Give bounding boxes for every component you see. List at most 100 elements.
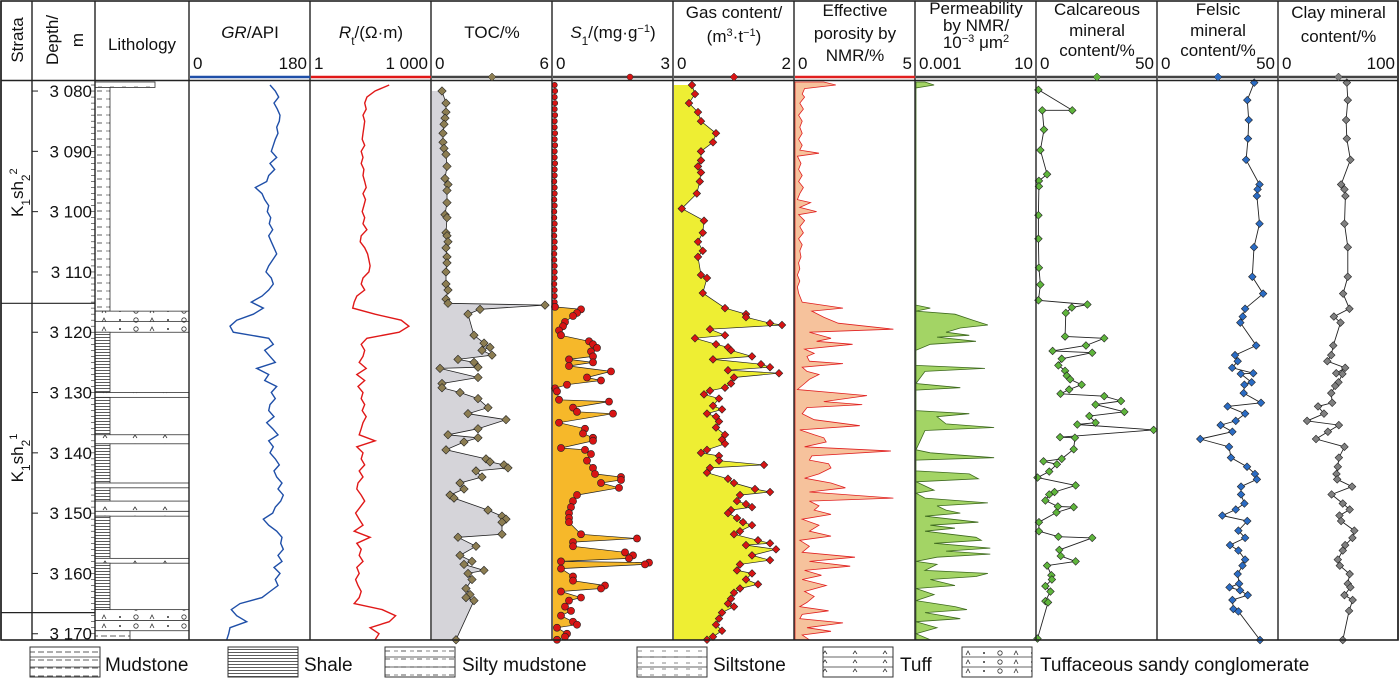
s1-point bbox=[551, 142, 559, 149]
toc-point bbox=[497, 529, 507, 539]
fel-legend-marker-icon bbox=[1213, 72, 1223, 82]
toc-point bbox=[442, 213, 452, 223]
gas-point bbox=[702, 273, 712, 283]
fel-scale-min: 0 bbox=[1161, 54, 1170, 73]
toc-point bbox=[471, 541, 481, 551]
gas-point bbox=[735, 527, 745, 536]
fel-point bbox=[1256, 398, 1266, 408]
fel-point bbox=[1216, 420, 1225, 430]
calc-point bbox=[1057, 454, 1066, 464]
chart-frame bbox=[0, 0, 1399, 641]
gas-point bbox=[698, 288, 708, 298]
gas-point bbox=[771, 545, 781, 554]
toc-point bbox=[501, 415, 511, 425]
gas-point bbox=[714, 456, 724, 465]
fel-point bbox=[1228, 427, 1237, 436]
gas-point bbox=[717, 405, 727, 414]
depth-label: 3 150 bbox=[49, 504, 92, 523]
s1-point bbox=[605, 397, 613, 406]
por-scale-min: 0 bbox=[798, 54, 807, 73]
por-scale-max: 5 bbox=[903, 54, 912, 73]
toc-fill bbox=[432, 91, 545, 640]
fel-point bbox=[1240, 533, 1250, 543]
gas-point bbox=[741, 499, 751, 509]
gas-point bbox=[692, 189, 702, 198]
clay-header-title: content/% bbox=[1301, 27, 1377, 46]
s1-point bbox=[573, 620, 581, 629]
legend-swatch bbox=[822, 646, 894, 678]
s1-point bbox=[615, 483, 623, 492]
toc-point bbox=[459, 559, 469, 570]
fel-point bbox=[1242, 462, 1252, 471]
s1-point bbox=[583, 373, 591, 382]
clay-point bbox=[1332, 475, 1342, 484]
fel-point bbox=[1225, 540, 1235, 550]
calc-header-title: content/% bbox=[1059, 41, 1135, 60]
gas-point bbox=[696, 156, 706, 165]
toc-point bbox=[471, 466, 481, 476]
gas-point bbox=[714, 614, 724, 623]
clay-point bbox=[1327, 398, 1337, 408]
toc-point bbox=[469, 330, 479, 340]
toc-point bbox=[479, 565, 489, 576]
s1-point bbox=[617, 476, 625, 484]
gas-legend-marker-icon bbox=[729, 72, 739, 82]
gas-point bbox=[765, 487, 775, 497]
toc-point bbox=[438, 128, 448, 138]
toc-point bbox=[441, 149, 451, 159]
gas-point bbox=[729, 602, 739, 611]
gr-scale-min: 0 bbox=[193, 54, 202, 73]
clay-point bbox=[1342, 134, 1352, 143]
toc-scale-min: 0 bbox=[435, 54, 444, 73]
fel-point bbox=[1231, 505, 1240, 514]
gr-scale-max: 180 bbox=[279, 54, 307, 73]
fel-point bbox=[1240, 555, 1250, 564]
toc-point bbox=[497, 517, 507, 527]
clay-point bbox=[1343, 272, 1353, 281]
fel-point bbox=[1231, 416, 1240, 426]
gas-point bbox=[741, 540, 751, 550]
track-fills bbox=[432, 81, 995, 641]
gas-point bbox=[765, 318, 775, 328]
fel-point bbox=[1238, 312, 1247, 321]
s1-point bbox=[569, 312, 577, 320]
fel-point bbox=[1236, 369, 1246, 379]
s1-point bbox=[567, 606, 575, 615]
s1-point bbox=[577, 593, 585, 602]
calc-point bbox=[1041, 496, 1050, 505]
calc-point bbox=[1039, 125, 1049, 134]
clay-point bbox=[1348, 533, 1357, 543]
lithology-bed-shale bbox=[94, 331, 111, 393]
gas-point bbox=[711, 620, 721, 629]
s1-legend-marker-icon bbox=[626, 73, 634, 81]
fel-point bbox=[1196, 434, 1205, 444]
track-curves bbox=[226, 82, 1355, 641]
depth-label: 3 120 bbox=[49, 323, 92, 342]
clay-point bbox=[1340, 363, 1350, 373]
fel-point bbox=[1223, 402, 1232, 411]
lithology-bed-tuff bbox=[94, 510, 190, 517]
clay-point bbox=[1334, 420, 1344, 430]
fel-point bbox=[1234, 579, 1244, 588]
gas-point bbox=[705, 386, 715, 395]
gas-point bbox=[708, 138, 718, 147]
gas-point bbox=[702, 409, 712, 418]
gas-fill bbox=[674, 85, 782, 640]
toc-header-title: TOC/% bbox=[464, 23, 519, 42]
clay-point bbox=[1346, 583, 1355, 592]
toc-point bbox=[465, 589, 475, 600]
fel-point bbox=[1252, 475, 1262, 484]
s1-point bbox=[573, 491, 581, 499]
calc-point bbox=[1054, 532, 1063, 541]
gas-point bbox=[711, 423, 721, 432]
gas-scale-min: 0 bbox=[677, 54, 686, 73]
gas-point bbox=[759, 460, 769, 470]
toc-scale-max: 6 bbox=[540, 54, 549, 73]
toc-point bbox=[435, 363, 445, 374]
gas-point bbox=[750, 484, 760, 494]
calc-point bbox=[1041, 581, 1050, 591]
s1-scale-min: 0 bbox=[556, 54, 565, 73]
gas-point bbox=[732, 513, 742, 523]
depth-label: 3 140 bbox=[49, 444, 92, 463]
fel-point bbox=[1224, 442, 1234, 452]
